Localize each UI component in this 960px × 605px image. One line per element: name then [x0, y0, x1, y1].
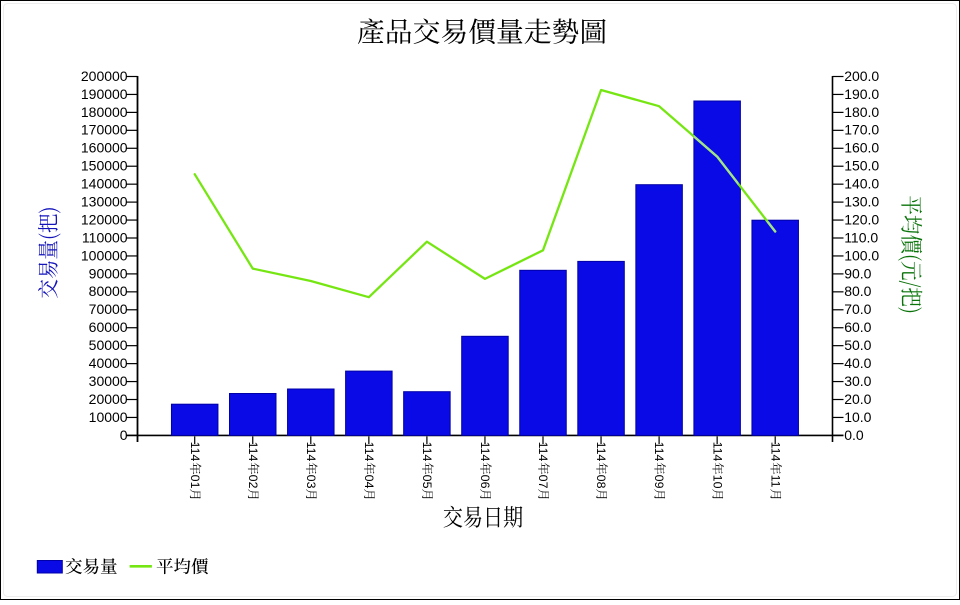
svg-text:0.0: 0.0	[844, 427, 864, 443]
svg-text:30.0: 30.0	[844, 373, 871, 389]
svg-text:70000: 70000	[89, 301, 128, 317]
svg-text:80.0: 80.0	[844, 283, 871, 299]
svg-text:114: 114	[362, 442, 376, 462]
svg-text:02: 02	[246, 475, 260, 489]
svg-text:200000: 200000	[81, 68, 128, 84]
svg-text:170.0: 170.0	[844, 122, 879, 138]
svg-text:80000: 80000	[89, 283, 128, 299]
svg-text:114: 114	[478, 442, 492, 462]
svg-text:140.0: 140.0	[844, 176, 879, 192]
svg-text:160000: 160000	[81, 140, 128, 156]
svg-text:90000: 90000	[89, 265, 128, 281]
svg-text:05: 05	[420, 475, 434, 489]
svg-text:140000: 140000	[81, 176, 128, 192]
svg-text:190.0: 190.0	[844, 86, 879, 102]
svg-text:60000: 60000	[89, 319, 128, 335]
svg-text:200.0: 200.0	[844, 68, 879, 84]
svg-text:08: 08	[594, 475, 608, 489]
svg-text:150.0: 150.0	[844, 158, 879, 174]
svg-text:11: 11	[768, 475, 782, 488]
svg-text:30000: 30000	[89, 373, 128, 389]
svg-text:10000: 10000	[89, 409, 128, 425]
svg-text:10.0: 10.0	[844, 409, 871, 425]
svg-text:114: 114	[594, 442, 608, 462]
svg-text:04: 04	[362, 475, 376, 489]
svg-text:0: 0	[120, 427, 128, 443]
svg-text:160.0: 160.0	[844, 140, 879, 156]
svg-text:110000: 110000	[82, 229, 128, 245]
svg-text:130000: 130000	[81, 194, 128, 210]
svg-text:120000: 120000	[81, 211, 128, 227]
svg-text:20000: 20000	[89, 391, 128, 407]
svg-text:60.0: 60.0	[844, 319, 871, 335]
svg-text:100000: 100000	[81, 247, 128, 263]
svg-text:07: 07	[536, 475, 550, 489]
svg-text:40.0: 40.0	[844, 355, 871, 371]
svg-text:90.0: 90.0	[844, 265, 871, 281]
svg-text:03: 03	[304, 475, 318, 489]
svg-text:170000: 170000	[81, 122, 128, 138]
svg-text:09: 09	[652, 475, 666, 489]
svg-text:114: 114	[652, 442, 666, 462]
svg-text:100.0: 100.0	[844, 247, 879, 263]
svg-text:120.0: 120.0	[844, 211, 879, 227]
svg-text:114: 114	[710, 442, 724, 462]
svg-text:180000: 180000	[81, 104, 128, 120]
svg-text:06: 06	[478, 475, 492, 489]
svg-text:50.0: 50.0	[844, 337, 871, 353]
svg-text:114: 114	[768, 442, 782, 462]
svg-text:114: 114	[536, 442, 550, 462]
svg-text:40000: 40000	[89, 355, 128, 371]
svg-text:110.0: 110.0	[844, 229, 878, 245]
svg-text:50000: 50000	[89, 337, 128, 353]
svg-text:20.0: 20.0	[844, 391, 871, 407]
svg-text:70.0: 70.0	[844, 301, 871, 317]
svg-text:130.0: 130.0	[844, 194, 879, 210]
svg-text:114: 114	[420, 442, 434, 462]
svg-text:114: 114	[304, 442, 318, 462]
svg-text:114: 114	[246, 442, 260, 462]
svg-text:114: 114	[188, 442, 202, 462]
svg-text:01: 01	[188, 475, 202, 489]
svg-text:180.0: 180.0	[844, 104, 879, 120]
svg-text:150000: 150000	[81, 158, 128, 174]
svg-text:10: 10	[710, 475, 724, 489]
svg-text:190000: 190000	[81, 86, 128, 102]
